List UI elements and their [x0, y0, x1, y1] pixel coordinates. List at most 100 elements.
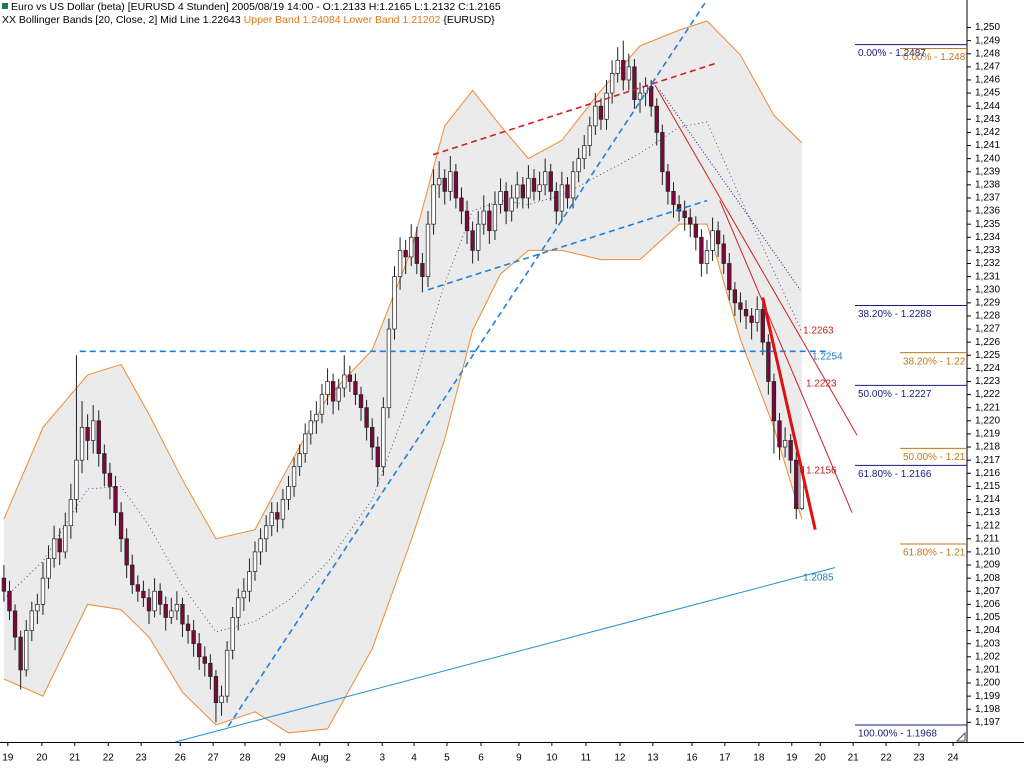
y-tick-label: 1,234 [975, 232, 1000, 243]
x-tick-label: 22 [103, 753, 115, 764]
candle-body [509, 197, 514, 212]
y-tick-label: 1,201 [975, 665, 1000, 676]
candle-body [548, 171, 553, 192]
scroll-corner[interactable] [955, 731, 966, 742]
y-tick-label: 1,200 [975, 678, 1000, 689]
x-tick-label: 17 [719, 753, 731, 764]
fib-label: 0.00% - 1.2487 [858, 48, 926, 59]
y-tick-label: 1,220 [975, 415, 1000, 426]
candle-body [782, 440, 788, 448]
candle-body [498, 191, 503, 205]
bollinger-upper [3, 20, 803, 540]
fib-label: 61.80% - 1.2166 [858, 469, 932, 480]
candle-body [375, 446, 380, 468]
candle-body [576, 158, 581, 173]
candle-body [570, 171, 576, 199]
y-tick-label: 1,228 [975, 311, 1000, 322]
y-tick-label: 1,213 [975, 507, 1000, 518]
x-tick-label: 20 [36, 753, 48, 764]
candle-body [632, 66, 637, 100]
trend-line [719, 200, 853, 513]
trend-line [654, 84, 858, 436]
candle-body [169, 610, 174, 618]
candle-body [715, 230, 721, 245]
y-tick-label: 1,217 [975, 455, 1000, 466]
y-tick-label: 1,205 [975, 612, 1000, 623]
y-tick-label: 1,204 [975, 625, 1000, 636]
candle-body [693, 223, 698, 238]
candle-body [46, 558, 51, 579]
candle-body [91, 420, 96, 441]
candle-body [414, 236, 419, 264]
candle-body [665, 171, 671, 192]
fib-label: 50.00% - 1.2227 [858, 389, 932, 400]
candle-body [74, 459, 79, 500]
y-tick-label: 1,247 [975, 61, 1000, 72]
candle-body [515, 184, 520, 199]
candle-body [464, 210, 470, 232]
x-tick-label: 10 [546, 753, 558, 764]
y-tick-label: 1,211 [975, 533, 1000, 544]
candle-body [314, 413, 319, 422]
y-tick-label: 1,212 [975, 520, 1000, 531]
symbol-icon [2, 3, 8, 9]
candle-body [710, 230, 715, 251]
candle-body [554, 191, 559, 212]
y-tick-label: 1,230 [975, 284, 1000, 295]
y-tick-label: 1,233 [975, 245, 1000, 256]
y-tick-label: 1,218 [975, 442, 1000, 453]
candle-body [587, 125, 592, 146]
x-tick-label: 12 [614, 753, 626, 764]
y-tick-label: 1,235 [975, 219, 1000, 230]
bollinger-mid [3, 121, 803, 633]
candle-body [453, 171, 459, 199]
candle-body [163, 603, 168, 618]
candle-body [174, 603, 180, 612]
candle-body [637, 92, 643, 100]
candle-body [392, 276, 397, 330]
candle-body [593, 105, 598, 127]
candle-body [531, 177, 537, 192]
line-label: 1.2263 [803, 326, 834, 337]
y-tick-label: 1,227 [975, 324, 1000, 335]
candle-body [470, 230, 475, 251]
candle-body [743, 309, 749, 317]
y-tick-label: 1,229 [975, 297, 1000, 308]
candle-body [269, 512, 274, 527]
fib-label: 38.20% - 1.2288 [858, 309, 932, 320]
candle-body [29, 610, 34, 631]
candle-body [286, 486, 291, 500]
candle-body [157, 590, 163, 605]
candle-body [436, 177, 442, 186]
candle-body [749, 315, 754, 323]
chart-title: Euro vs US Dollar (beta) [EURUSD 4 Stund… [11, 1, 501, 13]
candle-body [208, 662, 213, 677]
y-tick-label: 1,222 [975, 389, 1000, 400]
candle-body [68, 499, 74, 527]
trend-line [761, 297, 817, 530]
candle-body [676, 204, 682, 212]
candle-body [303, 433, 308, 454]
y-tick-label: 1,202 [975, 651, 1000, 662]
candle-body [503, 191, 509, 212]
trend-line [175, 567, 835, 743]
candle-body [403, 250, 408, 258]
candle-body [12, 610, 18, 638]
candle-body [24, 630, 29, 671]
candle-body [275, 512, 280, 520]
y-tick-label: 1,197 [975, 717, 1000, 728]
line-label: 1.2254 [812, 352, 843, 363]
candle-body [336, 387, 341, 402]
candle-body [660, 132, 665, 173]
x-tick-label: 27 [208, 753, 220, 764]
candle-body [96, 420, 101, 454]
candle-body [520, 184, 526, 199]
y-tick-label: 1,236 [975, 206, 1000, 217]
candle-body [431, 184, 436, 225]
candle-body [7, 590, 12, 612]
candle-body [481, 210, 486, 225]
x-tick-label: 19 [2, 753, 14, 764]
candle-body [682, 210, 687, 218]
y-tick-label: 1,240 [975, 153, 1000, 164]
